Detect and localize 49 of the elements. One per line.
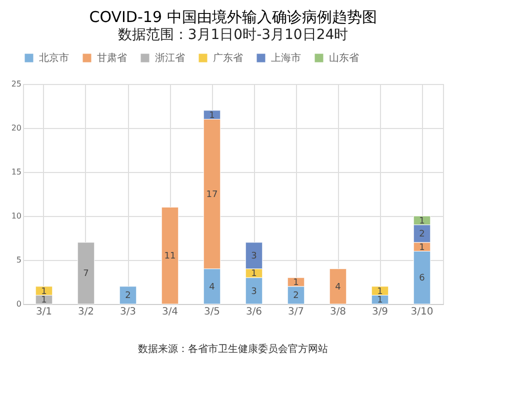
bar	[119, 286, 137, 304]
data-label: 1	[419, 216, 425, 226]
data-label: 6	[419, 274, 426, 284]
y-tick-label: 0	[16, 300, 22, 308]
data-label: 7	[83, 269, 89, 280]
x-tick-label: 3/7	[288, 306, 304, 318]
data-label: 4	[209, 282, 216, 292]
data-label: 1	[41, 296, 47, 306]
data-label: 2	[293, 291, 299, 302]
legend-label: 甘肃省	[97, 52, 127, 64]
bar	[161, 206, 179, 304]
legend-label: 上海市	[271, 52, 301, 64]
x-tick-label: 3/1	[36, 306, 52, 318]
x-tick-label: 3/9	[372, 306, 388, 318]
data-label: 3	[251, 286, 257, 297]
data-label: 1	[377, 296, 383, 306]
legend-label: 浙江省	[155, 52, 185, 64]
data-label: 1	[209, 110, 215, 121]
data-label: 11	[164, 252, 176, 262]
source-note: 数据来源：各省市卫生健康委员会官方网站	[138, 343, 328, 355]
data-label: 17	[206, 190, 218, 200]
data-label: 3	[251, 252, 257, 262]
data-label: 1	[377, 286, 383, 297]
y-tick-label: 10	[11, 212, 22, 220]
x-tick-label: 3/3	[120, 306, 136, 318]
data-label: 2	[419, 230, 425, 240]
y-tick-label: 20	[11, 124, 22, 132]
data-label: 2	[125, 291, 131, 302]
bar	[329, 268, 347, 304]
legend-label: 广东省	[213, 52, 243, 64]
legend-label: 北京市	[39, 52, 69, 64]
chart-title: COVID-19 中国由境外输入确诊病例趋势图	[89, 8, 377, 26]
x-tick-label: 3/5	[204, 306, 220, 318]
x-tick-label: 3/6	[246, 306, 262, 318]
bar	[77, 242, 95, 304]
x-tick-label: 3/8	[330, 306, 346, 318]
legend-label: 山东省	[329, 52, 359, 64]
data-label: 1	[251, 269, 257, 280]
chart-subtitle: 数据范围：3月1日0时-3月10日24时	[118, 27, 348, 43]
data-label: 1	[419, 242, 425, 253]
y-tick-label: 5	[16, 256, 22, 264]
y-tick-label: 15	[11, 168, 22, 176]
data-label: 1	[293, 278, 299, 288]
data-label: 4	[335, 282, 342, 292]
x-tick-label: 3/4	[162, 306, 178, 318]
x-tick-label: 3/2	[78, 306, 94, 318]
x-tick-label: 3/10	[410, 306, 434, 318]
data-label: 1	[41, 286, 47, 297]
y-tick-label: 25	[11, 80, 22, 88]
